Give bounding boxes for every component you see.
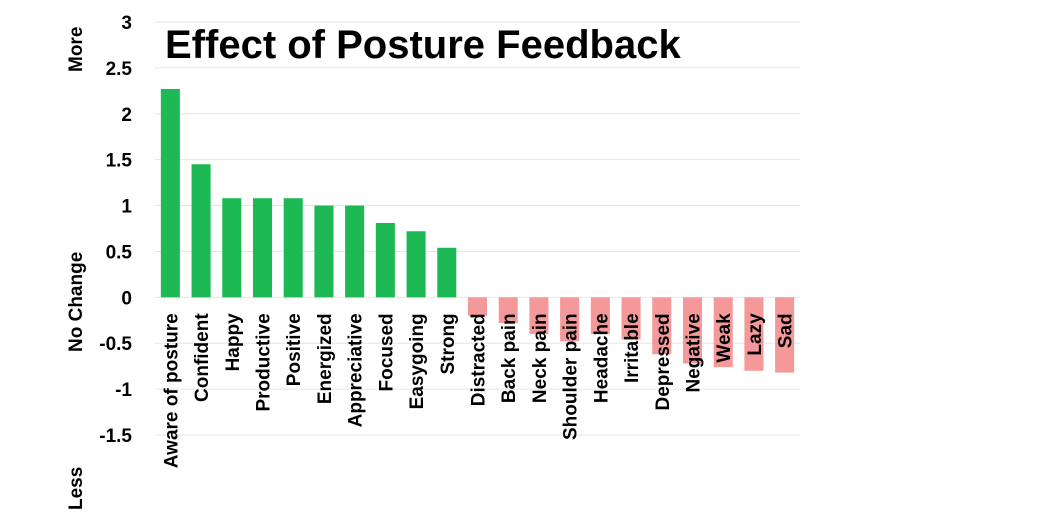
category-label: Positive (284, 313, 305, 386)
category-labels: Aware of posture Confident Happy Productive… (161, 313, 796, 469)
bar (775, 297, 795, 373)
y-tick-label: -0.5 (99, 334, 132, 355)
category-label: Sad (776, 313, 797, 348)
category-label: Productive (254, 313, 275, 411)
y-tick-label: 0 (121, 288, 132, 309)
category-label: Neck pain (530, 313, 551, 403)
bar (682, 297, 703, 364)
y-tick-label: -1.5 (99, 426, 132, 447)
bar (222, 198, 242, 298)
category-label: Easygoing (407, 313, 428, 409)
category-label: Weak (714, 313, 735, 363)
bar (375, 222, 395, 298)
y-label-more: More (66, 27, 87, 72)
bar (252, 198, 273, 298)
category-label: Headache (591, 313, 612, 403)
y-tick-labels: 3 2.5 2 1.5 1 0.5 0 -0.5 -1 -1.5 (99, 13, 132, 447)
bar (314, 205, 334, 298)
category-label: Back pain (499, 313, 520, 403)
category-label: Shoulder pain (561, 313, 582, 440)
y-label-less: Less (66, 467, 87, 510)
category-label: Irritable (622, 313, 643, 383)
bar (713, 297, 733, 368)
bar (283, 198, 303, 298)
y-tick-label: 2 (121, 105, 132, 126)
bar (345, 205, 365, 298)
category-label: Distracted (469, 313, 490, 406)
chart-title: Effect of Posture Feedback (165, 23, 681, 67)
category-label: Confident (192, 313, 213, 402)
category-label: Lazy (745, 313, 766, 356)
category-label: Happy (223, 313, 244, 372)
bars (160, 88, 795, 373)
category-label: Strong (438, 313, 459, 374)
bar (590, 297, 610, 335)
bar (467, 297, 488, 316)
bar (160, 88, 180, 298)
bar (191, 164, 211, 298)
y-label-no-change: No Change (66, 252, 87, 352)
category-label: Energized (315, 313, 336, 404)
y-tick-label: 1.5 (106, 151, 133, 172)
category-label: Appreciative (346, 313, 367, 427)
category-label: Aware of posture (161, 313, 182, 468)
bar (560, 297, 580, 342)
bar (406, 231, 426, 298)
y-tick-label: -1 (115, 380, 132, 401)
category-label: Depressed (653, 313, 674, 410)
category-label: Focused (376, 313, 397, 391)
bar (744, 297, 764, 371)
bar (437, 247, 457, 298)
y-tick-label: 0.5 (106, 242, 133, 263)
y-tick-label: 2.5 (106, 59, 133, 80)
bar (498, 297, 518, 324)
y-tick-label: 3 (121, 13, 132, 34)
bar (529, 297, 549, 335)
category-label: Negative (684, 313, 705, 392)
bar (621, 297, 641, 340)
y-tick-label: 1 (121, 197, 132, 218)
bar (652, 297, 672, 355)
